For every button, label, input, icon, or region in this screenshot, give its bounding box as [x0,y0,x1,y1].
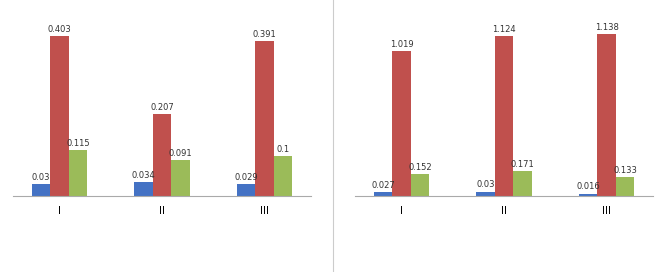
Bar [392,51,411,196]
Bar [495,36,513,196]
Bar [50,36,69,196]
Bar [255,41,274,196]
Legend: Air, Sedimen, Ikan Baung: Air, Sedimen, Ikan Baung [422,268,586,272]
Text: 0.207: 0.207 [150,103,174,112]
Legend: Air, Sedimen, Ikan Baung: Air, Sedimen, Ikan Baung [80,268,244,272]
Text: 0.1: 0.1 [276,145,290,154]
Text: 0.091: 0.091 [168,149,192,157]
Bar [513,171,531,196]
Bar [153,114,171,196]
Bar [135,182,153,196]
Bar [171,160,190,196]
Text: 0.016: 0.016 [576,182,600,191]
Text: 0.034: 0.034 [132,171,155,180]
Text: 1.124: 1.124 [492,25,515,34]
Text: 0.03: 0.03 [476,180,495,189]
Text: 0.403: 0.403 [47,25,71,34]
Bar [274,156,292,196]
Bar [579,194,597,196]
Text: 0.029: 0.029 [234,173,258,182]
Bar [597,34,616,196]
Text: 0.391: 0.391 [252,30,276,39]
Bar [374,192,392,196]
Text: 1.138: 1.138 [595,23,619,32]
Text: 1.019: 1.019 [390,39,414,49]
Text: 0.027: 0.027 [371,181,395,190]
Bar [476,191,495,196]
Bar [411,174,429,196]
Bar [32,184,50,196]
Text: 0.171: 0.171 [511,160,534,169]
Text: 0.03: 0.03 [32,173,50,182]
Text: 0.152: 0.152 [408,163,432,172]
Bar [237,184,255,196]
Bar [69,150,87,196]
Text: 0.133: 0.133 [613,166,637,175]
Bar [616,177,634,196]
Text: 0.115: 0.115 [66,139,90,148]
